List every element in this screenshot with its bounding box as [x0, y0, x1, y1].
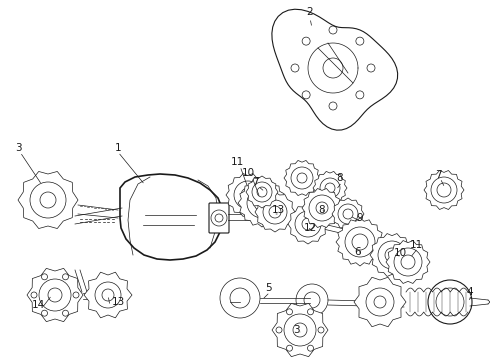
Polygon shape	[255, 192, 295, 232]
Text: 6: 6	[355, 247, 361, 257]
Text: 10: 10	[242, 168, 255, 178]
Polygon shape	[386, 240, 430, 283]
Polygon shape	[238, 179, 286, 227]
Polygon shape	[120, 174, 222, 260]
Polygon shape	[272, 9, 398, 130]
Polygon shape	[18, 171, 78, 229]
Text: 11: 11	[409, 240, 423, 250]
Text: 14: 14	[31, 300, 45, 310]
Text: 7: 7	[252, 177, 258, 187]
Polygon shape	[332, 198, 364, 230]
Text: 7: 7	[435, 170, 441, 180]
Polygon shape	[302, 189, 342, 228]
Text: 1: 1	[115, 143, 122, 153]
Text: 11: 11	[230, 157, 244, 167]
Polygon shape	[284, 161, 320, 195]
Text: 12: 12	[303, 223, 317, 233]
Polygon shape	[336, 218, 384, 266]
Polygon shape	[370, 234, 414, 276]
Text: 5: 5	[265, 283, 271, 293]
FancyBboxPatch shape	[209, 203, 229, 233]
Text: 10: 10	[393, 248, 407, 258]
Polygon shape	[424, 171, 464, 210]
Text: 13: 13	[271, 205, 285, 215]
Text: 13: 13	[111, 297, 124, 307]
Text: 2: 2	[307, 7, 313, 17]
Polygon shape	[84, 272, 132, 318]
Text: 8: 8	[318, 205, 325, 215]
Polygon shape	[288, 204, 328, 244]
Text: 4: 4	[466, 287, 473, 297]
Polygon shape	[226, 174, 270, 216]
Text: 9: 9	[357, 213, 363, 223]
Text: 3: 3	[293, 325, 299, 335]
Polygon shape	[246, 176, 278, 208]
Circle shape	[428, 280, 472, 324]
Polygon shape	[313, 171, 347, 204]
Polygon shape	[27, 268, 83, 321]
Text: 3: 3	[15, 143, 21, 153]
Polygon shape	[272, 303, 328, 357]
Polygon shape	[354, 277, 406, 327]
Text: 8: 8	[337, 173, 343, 183]
